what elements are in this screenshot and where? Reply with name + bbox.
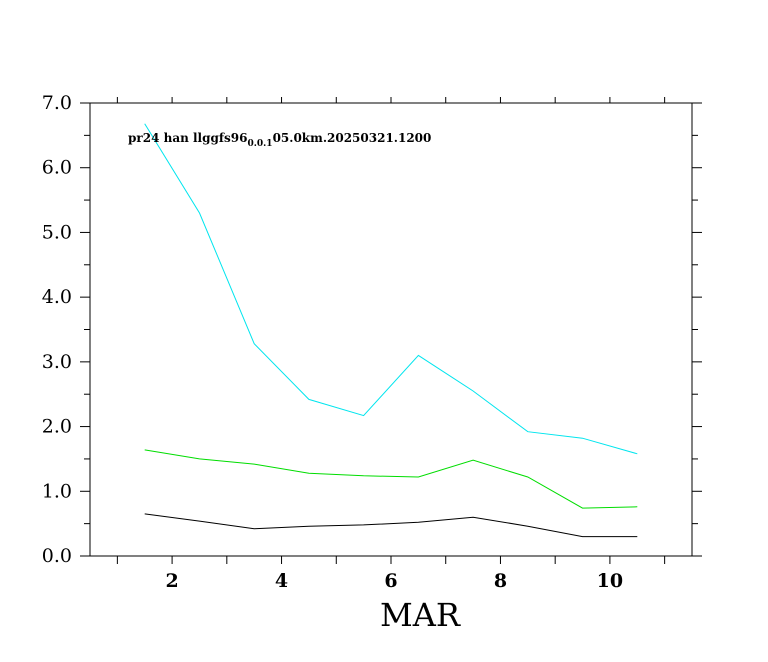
annotation-prefix: pr24 han llggfs96 xyxy=(128,131,248,145)
series-line-1 xyxy=(144,123,638,455)
chart-annotation: pr24 han llggfs960.0.105.0km.20250321.12… xyxy=(128,131,431,149)
series-line-3 xyxy=(144,513,638,538)
y-tick-label: 1.0 xyxy=(42,480,72,502)
x-tick-label: 4 xyxy=(275,570,288,592)
series-line-2 xyxy=(144,449,638,509)
x-tick-label: 10 xyxy=(597,570,623,592)
axes: 0.0 1.0 2.0 3.0 4.0 5.0 6.0 7.0 2 4 6 8 10 xyxy=(42,92,702,592)
x-tick-label: 8 xyxy=(494,570,507,592)
y-tick-label: 5.0 xyxy=(42,221,72,243)
y-tick-label: 0.0 xyxy=(42,545,72,567)
annotation-suffix: 05.0km.20250321.1200 xyxy=(273,131,432,145)
y-tick-label: 4.0 xyxy=(42,286,72,308)
y-tick-label: 3.0 xyxy=(42,351,72,373)
x-tick-label: 6 xyxy=(384,570,397,592)
y-tick-label: 2.0 xyxy=(42,416,72,438)
y-tick-label: 6.0 xyxy=(42,157,72,179)
x-axis-title: MAR xyxy=(380,596,461,634)
plot-frame xyxy=(89,102,693,557)
series-layer xyxy=(144,123,638,538)
y-tick-label: 7.0 xyxy=(42,92,72,114)
x-tick-label: 2 xyxy=(165,570,178,592)
annotation-subscript: 0.0.1 xyxy=(248,139,273,149)
